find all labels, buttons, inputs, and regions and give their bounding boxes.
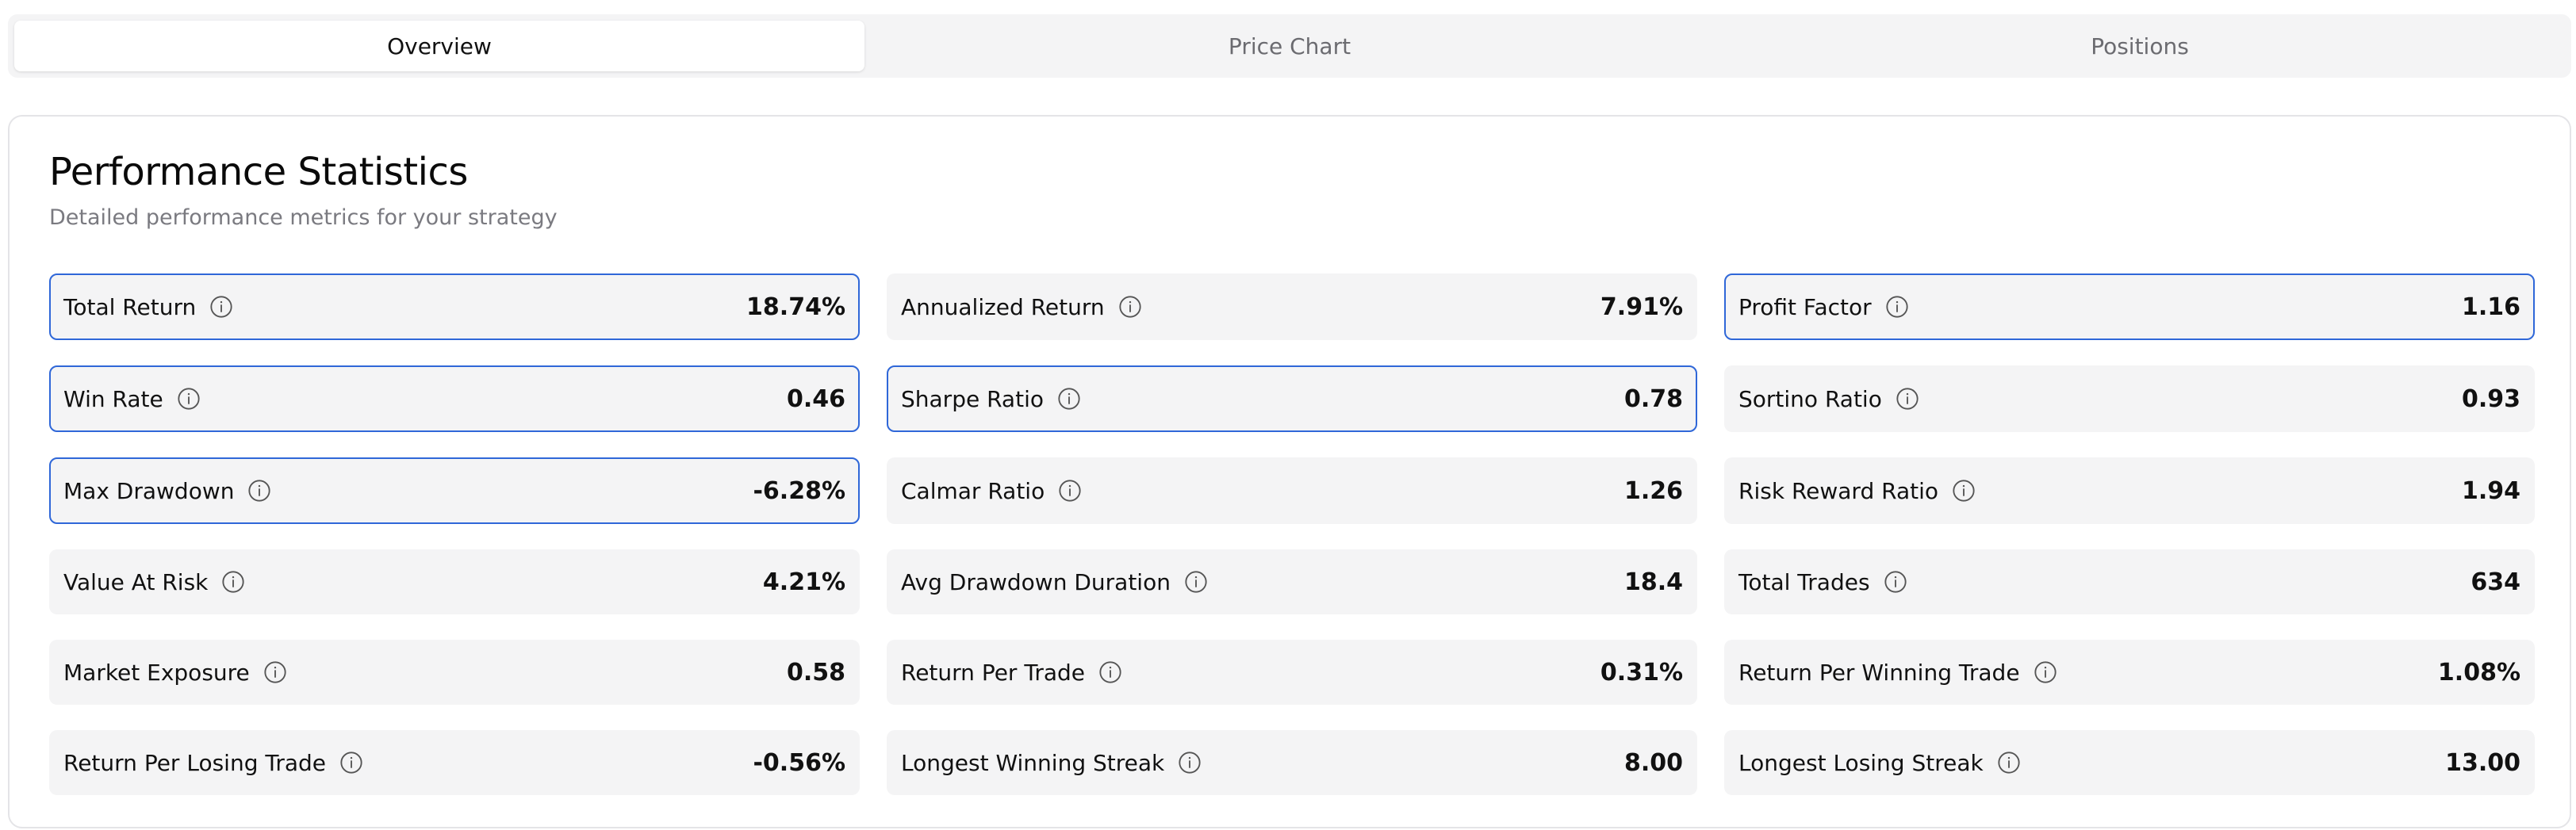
info-icon[interactable]	[1057, 478, 1083, 503]
card-subtitle: Detailed performance metrics for your st…	[49, 205, 558, 230]
metric-tile: Profit Factor 1.16	[1724, 273, 2535, 340]
metric-label: Total Trades	[1738, 568, 1870, 595]
metric-value: 18.74%	[746, 293, 845, 321]
metric-tile: Total Return 18.74%	[49, 273, 860, 340]
metric-label-group: Win Rate	[63, 386, 201, 412]
metric-label-group: Market Exposure	[63, 660, 288, 686]
info-icon[interactable]	[247, 478, 272, 503]
metric-label: Risk Reward Ratio	[1738, 477, 1938, 504]
metric-label-group: Return Per Trade	[901, 660, 1123, 686]
info-icon[interactable]	[1883, 569, 1908, 595]
metric-label: Calmar Ratio	[901, 477, 1045, 504]
info-icon[interactable]	[2033, 660, 2058, 685]
metric-value: 13.00	[2445, 748, 2520, 777]
tab-price-chart[interactable]: Price Chart	[1228, 33, 1351, 59]
metric-tile: Total Trades 634	[1724, 549, 2535, 614]
info-icon[interactable]	[1951, 478, 1976, 503]
metric-tile: Value At Risk 4.21%	[49, 549, 860, 614]
info-icon[interactable]	[1177, 750, 1202, 775]
tab-bar: Overview Price Chart Positions	[8, 14, 2571, 78]
metric-value: 7.91%	[1600, 293, 1683, 321]
metric-tile: Longest Losing Streak 13.00	[1724, 730, 2535, 795]
metric-tile: Longest Winning Streak 8.00	[887, 730, 1697, 795]
performance-statistics-card: Performance Statistics Detailed performa…	[8, 115, 2571, 828]
metric-label-group: Calmar Ratio	[901, 478, 1083, 504]
metric-label: Annualized Return	[901, 293, 1105, 320]
metric-label-group: Max Drawdown	[63, 478, 272, 504]
info-icon[interactable]	[1996, 750, 2022, 775]
metric-value: 0.31%	[1600, 658, 1683, 687]
metric-tile: Market Exposure 0.58	[49, 640, 860, 705]
metric-value: 4.21%	[762, 568, 845, 596]
metric-label-group: Value At Risk	[63, 569, 246, 595]
metric-tile: Calmar Ratio 1.26	[887, 457, 1697, 524]
info-icon[interactable]	[209, 294, 234, 319]
metric-label: Sortino Ratio	[1738, 385, 1882, 412]
metric-value: -0.56%	[753, 748, 845, 777]
metric-label-group: Avg Drawdown Duration	[901, 569, 1209, 595]
card-title: Performance Statistics	[49, 150, 468, 194]
metric-value: 1.08%	[2437, 658, 2520, 687]
metric-value: 18.4	[1623, 568, 1683, 596]
metric-label-group: Longest Winning Streak	[901, 750, 1202, 776]
info-icon[interactable]	[1056, 386, 1082, 411]
metric-label: Profit Factor	[1738, 293, 1872, 320]
info-icon[interactable]	[263, 660, 288, 685]
metric-tile: Sortino Ratio 0.93	[1724, 365, 2535, 432]
metric-label-group: Profit Factor	[1738, 294, 1910, 320]
metric-value: 0.93	[2461, 384, 2520, 413]
metric-tile: Sharpe Ratio 0.78	[887, 365, 1697, 432]
metric-tile: Risk Reward Ratio 1.94	[1724, 457, 2535, 524]
metric-label: Win Rate	[63, 385, 163, 412]
metric-value: 634	[2471, 568, 2520, 596]
metric-label: Return Per Trade	[901, 659, 1085, 686]
metric-label-group: Sortino Ratio	[1738, 386, 1920, 412]
metric-label: Longest Winning Streak	[901, 749, 1165, 776]
metric-label: Return Per Winning Trade	[1738, 659, 2020, 686]
tab-positions[interactable]: Positions	[2091, 33, 2189, 59]
metric-label-group: Return Per Losing Trade	[63, 750, 364, 776]
metric-label-group: Longest Losing Streak	[1738, 750, 2022, 776]
info-icon[interactable]	[1117, 294, 1143, 319]
metric-value: 0.46	[786, 384, 845, 413]
metric-value: 8.00	[1623, 748, 1683, 777]
info-icon[interactable]	[1884, 294, 1910, 319]
metric-label: Value At Risk	[63, 568, 209, 595]
metric-label: Total Return	[63, 293, 197, 320]
metric-label: Return Per Losing Trade	[63, 749, 327, 776]
metric-label: Longest Losing Streak	[1738, 749, 1984, 776]
info-icon[interactable]	[176, 386, 201, 411]
info-icon[interactable]	[339, 750, 364, 775]
metric-label-group: Total Trades	[1738, 569, 1908, 595]
tab-overview[interactable]: Overview	[14, 21, 864, 71]
metric-label-group: Annualized Return	[901, 294, 1143, 320]
metric-tile: Max Drawdown -6.28%	[49, 457, 860, 524]
metric-label: Market Exposure	[63, 659, 250, 686]
metric-label: Sharpe Ratio	[901, 385, 1044, 412]
metric-tile: Return Per Winning Trade 1.08%	[1724, 640, 2535, 705]
info-icon[interactable]	[220, 569, 246, 595]
metric-value: -6.28%	[753, 476, 845, 505]
metrics-grid: Total Return 18.74% Annualized Return 7.91%…	[49, 273, 2535, 795]
metric-value: 0.58	[786, 658, 845, 687]
info-icon[interactable]	[1183, 569, 1209, 595]
metric-tile: Return Per Trade 0.31%	[887, 640, 1697, 705]
metric-tile: Return Per Losing Trade -0.56%	[49, 730, 860, 795]
metric-value: 1.94	[2461, 476, 2520, 505]
metric-label-group: Return Per Winning Trade	[1738, 660, 2058, 686]
info-icon[interactable]	[1098, 660, 1123, 685]
metric-label-group: Risk Reward Ratio	[1738, 478, 1976, 504]
info-icon[interactable]	[1895, 386, 1920, 411]
metric-tile: Avg Drawdown Duration 18.4	[887, 549, 1697, 614]
metric-value: 1.16	[2461, 293, 2520, 321]
metric-label: Max Drawdown	[63, 477, 235, 504]
metric-label: Avg Drawdown Duration	[901, 568, 1171, 595]
metric-label-group: Total Return	[63, 294, 234, 320]
metric-tile: Win Rate 0.46	[49, 365, 860, 432]
metric-value: 0.78	[1623, 384, 1683, 413]
metric-label-group: Sharpe Ratio	[901, 386, 1082, 412]
metric-value: 1.26	[1623, 476, 1683, 505]
metric-tile: Annualized Return 7.91%	[887, 273, 1697, 340]
